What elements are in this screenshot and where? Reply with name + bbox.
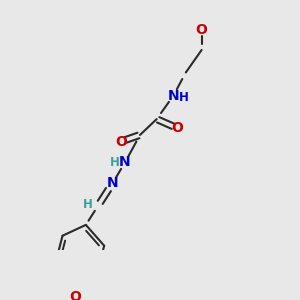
- Text: O: O: [69, 290, 81, 300]
- Text: N: N: [107, 176, 118, 190]
- Text: O: O: [172, 121, 183, 135]
- Text: O: O: [196, 23, 208, 37]
- Text: O: O: [115, 135, 127, 148]
- Text: H: H: [178, 91, 188, 104]
- Text: N: N: [167, 89, 179, 103]
- Text: H: H: [82, 198, 92, 212]
- Text: H: H: [110, 156, 120, 169]
- Text: N: N: [119, 155, 131, 170]
